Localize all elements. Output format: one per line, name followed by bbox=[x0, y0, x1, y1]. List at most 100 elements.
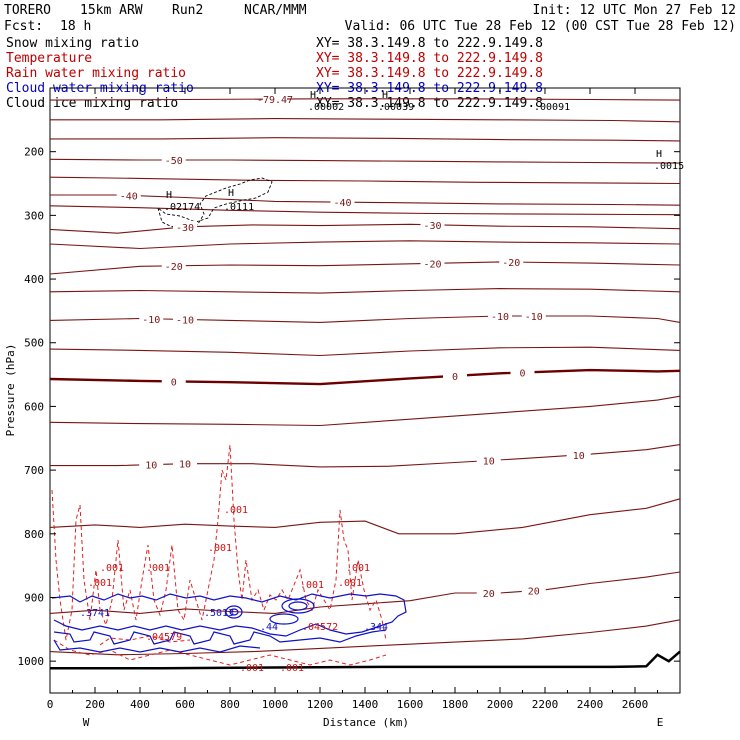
x-tick-label-200: 200 bbox=[85, 698, 105, 711]
field-name-0: Snow mixing ratio bbox=[6, 36, 139, 51]
model-config: 15km ARW bbox=[80, 3, 143, 18]
rain-label-8: .001 bbox=[338, 578, 362, 589]
cloud-contour-core-1 bbox=[225, 605, 243, 619]
model-name: TORERO bbox=[4, 3, 51, 18]
ice-label-6: .00091 bbox=[534, 102, 570, 113]
rain-label-9: .04579 bbox=[146, 632, 182, 643]
temp-contour-m25 bbox=[49, 240, 681, 250]
rain-label-10: .04572 bbox=[302, 622, 338, 633]
field-xy-1: XY= 38.3.149.8 to 222.9.149.8 bbox=[316, 51, 543, 66]
rain-label-4: .001 bbox=[146, 563, 170, 574]
rain-label-12: .001 bbox=[280, 663, 304, 674]
y-tick-label-1000: 1000 bbox=[18, 655, 45, 668]
temp-label-bg bbox=[139, 458, 164, 470]
temp-label-13-1: 0 bbox=[452, 372, 458, 383]
cloud-contour-core-3 bbox=[281, 598, 315, 614]
temp-label-15-3: 10 bbox=[573, 451, 585, 462]
temp-label-bg bbox=[443, 369, 467, 381]
temp-contour-5 bbox=[49, 395, 681, 427]
temp-label-17-0: 20 bbox=[483, 589, 495, 600]
cloud-contour-outer bbox=[51, 593, 407, 637]
ice-high-marker-2: H bbox=[228, 188, 234, 199]
field-xy-0: XY= 38.3.149.8 to 222.9.149.8 bbox=[316, 36, 543, 51]
temp-label-13-0: 0 bbox=[171, 377, 177, 388]
ice-high-marker-1: H bbox=[166, 190, 172, 201]
temperature-labels: -79.47 -50 -40 -40 -30 -30 -20 -20 -20 -10 -10 -10 -… bbox=[116, 93, 591, 600]
temp-label-9-0: -20 bbox=[165, 262, 183, 273]
temp-label-13-2: 0 bbox=[519, 369, 525, 380]
temp-contour-m15 bbox=[49, 288, 681, 294]
x-tick-label-2400: 2400 bbox=[577, 698, 604, 711]
cloud-contour-core-5 bbox=[269, 613, 299, 625]
ice-label-5: .00039 bbox=[378, 102, 414, 113]
cloud-label-3: .44 bbox=[260, 622, 278, 633]
field-xy-2: XY= 38.3.149.8 to 222.9.149.8 bbox=[316, 66, 543, 81]
temp-contour-m50 bbox=[49, 158, 681, 164]
temp-label-bg bbox=[116, 189, 141, 201]
temp-label-9-1: -20 bbox=[423, 259, 441, 270]
y-tick-label-700: 700 bbox=[24, 464, 44, 477]
temp-label-9-2: -20 bbox=[502, 258, 520, 269]
y-tick-label-300: 300 bbox=[24, 209, 44, 222]
temp-label-11-3: -10 bbox=[525, 312, 543, 323]
x-tick-label-2200: 2200 bbox=[532, 698, 559, 711]
x-tick-label-0: 0 bbox=[47, 698, 54, 711]
temp-contour-m60 bbox=[50, 118, 681, 123]
temp-label-bg bbox=[521, 309, 546, 321]
field-name-4: Cloud ice mixing ratio bbox=[6, 96, 178, 111]
temp-label-7-0: -30 bbox=[176, 223, 194, 234]
cloud-contour-inner bbox=[53, 629, 387, 645]
init-time: Init: 12 UTC Mon 27 Feb 12 bbox=[533, 3, 737, 18]
y-tick-label-800: 800 bbox=[24, 528, 44, 541]
y-tick-label-900: 900 bbox=[24, 591, 44, 604]
temp-label-bg bbox=[510, 366, 535, 378]
run-name: Run2 bbox=[172, 3, 203, 18]
y-axis-label: Pressure (hPa) bbox=[4, 344, 17, 437]
y-tick-label-500: 500 bbox=[24, 337, 44, 350]
temp-label-15-2: 10 bbox=[483, 457, 495, 468]
temp-label-bg bbox=[330, 196, 355, 208]
field-xy-4: XY= 38.3.149.8 to 222.9.149.8 bbox=[316, 96, 543, 111]
temp-label-11-2: -10 bbox=[491, 312, 509, 323]
temp-contour-m5 bbox=[49, 346, 681, 357]
temp-label-bg bbox=[566, 448, 591, 460]
cloud-contour-core-4 bbox=[288, 601, 308, 611]
rain-label-11: .001 bbox=[240, 663, 264, 674]
temp-label-bg bbox=[521, 584, 546, 596]
rain-contour-3 bbox=[99, 635, 191, 646]
ice-high-marker-5: H bbox=[382, 90, 388, 101]
axes: 0 200 400 600 800 1000 1200 1400 1600 1800 2000 220… bbox=[18, 88, 680, 711]
rain-label-7: .001 bbox=[300, 580, 324, 591]
east-end-label: E bbox=[657, 716, 664, 729]
temp-contour-m55 bbox=[50, 137, 681, 142]
temp-label-0-0: -79.47 bbox=[257, 95, 293, 106]
cloud-contour-core-2 bbox=[229, 608, 239, 616]
temp-label-bg bbox=[161, 259, 186, 271]
temp-contour-m30 bbox=[49, 223, 681, 234]
temp-contour-m45 bbox=[49, 176, 681, 185]
temp-contour-25 bbox=[49, 619, 681, 656]
temp-contour-20 bbox=[49, 571, 681, 614]
x-tick-label-1600: 1600 bbox=[397, 698, 424, 711]
ice-label-4: .00002 bbox=[308, 102, 344, 113]
ice-label-2: .0111 bbox=[224, 202, 254, 213]
temp-contour-15 bbox=[49, 498, 681, 535]
temp-contour-m35 bbox=[49, 205, 681, 216]
rain-label-6: .001 bbox=[88, 578, 112, 589]
temp-label-bg bbox=[488, 309, 512, 321]
temp-label-bg bbox=[161, 153, 186, 165]
ice-label-3: .0015 bbox=[654, 161, 684, 172]
y-tick-label-600: 600 bbox=[24, 400, 44, 413]
org-name: NCAR/MMM bbox=[244, 3, 307, 18]
x-axis-label: Distance (km) bbox=[323, 716, 409, 729]
ice-label-1: .02174 bbox=[164, 202, 200, 213]
rain-label-3: .001 bbox=[100, 563, 124, 574]
temp-label-bg bbox=[420, 257, 445, 269]
temp-contour-m70 bbox=[49, 98, 681, 101]
x-tick-label-600: 600 bbox=[175, 698, 195, 711]
rain-label-5: .001 bbox=[346, 563, 370, 574]
rain-label-2: .001 bbox=[208, 543, 232, 554]
field-name-1: Temperature bbox=[6, 51, 92, 66]
temp-label-bg bbox=[263, 93, 287, 105]
forecast-label: Fcst: bbox=[4, 19, 43, 34]
